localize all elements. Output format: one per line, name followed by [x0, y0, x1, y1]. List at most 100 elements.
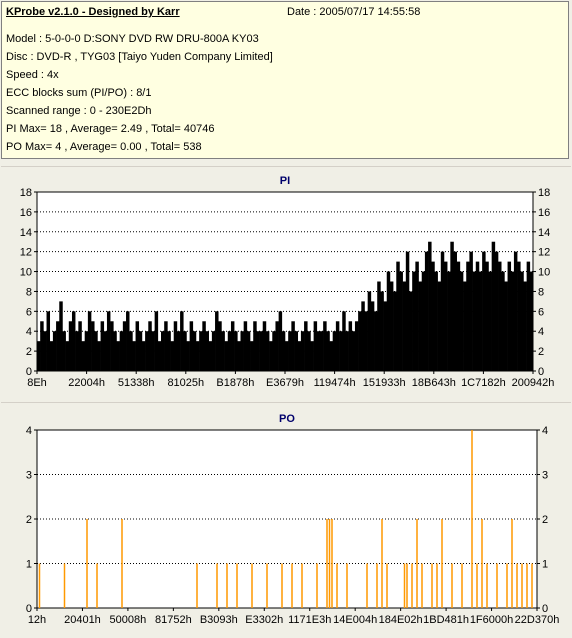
scan-date: Date : 2005/07/17 14:55:58	[287, 6, 421, 18]
pi-xtick-label: 22004h	[68, 377, 105, 389]
pi-ytick-label-right: 10	[538, 267, 550, 279]
pi-bar	[65, 341, 70, 371]
pi-bar	[68, 321, 73, 371]
pi-bar	[110, 321, 114, 371]
pi-xtick-label: 200942h	[512, 377, 555, 389]
pi-bar	[393, 291, 397, 371]
po-chart: PO 0 0 1 1 2 2 3 3 4 4 12h 20401h 50008h 81752h B3093h E…	[26, 413, 560, 626]
pi-bar	[418, 281, 423, 371]
pi-bar	[517, 261, 521, 371]
pi-bar	[227, 331, 232, 371]
pi-bar	[323, 321, 327, 371]
pi-bar	[218, 321, 222, 371]
po-ytick-label-right: 0	[542, 603, 548, 615]
pi-bar	[253, 321, 257, 371]
pi-bar	[424, 251, 429, 371]
pi-xtick-label: 18B643h	[412, 377, 456, 389]
pi-bar	[396, 261, 400, 371]
pi-bar	[119, 331, 124, 371]
pi-ytick-label: 12	[20, 247, 32, 259]
pi-bar	[202, 321, 206, 371]
pi-bar	[443, 261, 448, 371]
pi-bar	[195, 341, 200, 371]
pi-ytick-label-right: 0	[538, 366, 544, 378]
pi-bar	[141, 341, 146, 371]
po-chart-panel: PO 0 0 1 1 2 2 3 3 4 4 12h 20401h 50008h 81752h B3093h E…	[1, 402, 571, 635]
pi-bar	[164, 321, 168, 371]
pi-chart-panel: PI 0 0 2 2 4 4 6 6 8 8 10 10 12 12 14 14 16 16 18 18 8Eh 22004…	[1, 166, 571, 395]
pi-bar	[224, 341, 229, 371]
po-xtick-label: 12h	[28, 614, 46, 626]
pi-bar	[453, 251, 457, 371]
pi-bar	[510, 271, 515, 371]
pi-bar	[437, 281, 442, 371]
pi-bar	[106, 311, 111, 371]
pi-bar	[269, 341, 273, 371]
pi-bar	[291, 321, 295, 371]
pi-bar	[297, 341, 302, 371]
pi-bar	[186, 341, 190, 371]
pi-bar	[310, 341, 314, 371]
pi-bar	[129, 331, 133, 371]
pi-bar	[485, 261, 489, 371]
pi-ytick-label: 16	[20, 207, 32, 219]
pi-bar	[463, 281, 467, 371]
pi-bar	[103, 331, 108, 371]
pi-bar	[145, 331, 149, 371]
pi-bar	[173, 321, 178, 371]
speed-line: Speed : 4x	[6, 69, 59, 81]
po-ytick-label-right: 4	[542, 425, 548, 437]
pi-bar	[507, 261, 512, 371]
po-xtick-label: 50008h	[110, 614, 147, 626]
po-xtick-label: B3093h	[200, 614, 238, 626]
pi-bar	[307, 331, 311, 371]
pi-chart-title: PI	[280, 175, 290, 187]
pi-bar	[132, 341, 136, 371]
pi-bar	[434, 271, 438, 371]
pi-bar	[281, 331, 286, 371]
pi-ytick-label: 8	[26, 286, 32, 298]
pi-bar	[345, 331, 349, 371]
pi-bar	[56, 321, 60, 371]
pi-bar	[151, 331, 155, 371]
pi-bar	[94, 331, 98, 371]
pi-bar	[326, 331, 330, 371]
pi-bar	[491, 241, 496, 371]
pi-bar	[71, 311, 76, 371]
po-ytick-label: 3	[26, 470, 32, 482]
pi-bar	[405, 251, 410, 371]
pi-bar	[513, 251, 518, 371]
po-xtick-label: 22D370h	[515, 614, 560, 626]
pi-bar	[520, 271, 524, 371]
pi-bar	[380, 291, 384, 371]
pi-bar	[332, 331, 337, 371]
pi-bar	[421, 271, 426, 371]
pi-ytick-label-right: 6	[538, 306, 544, 318]
pi-bar	[367, 291, 372, 371]
pi-bar	[412, 271, 416, 371]
pi-xtick-label: 81025h	[167, 377, 204, 389]
pi-bar	[459, 271, 464, 371]
po-xtick-label: 20401h	[64, 614, 101, 626]
po-ytick-label: 2	[26, 514, 32, 526]
pi-bar	[383, 301, 388, 371]
pi-bar	[386, 271, 391, 371]
pi-bar	[329, 341, 333, 371]
pi-bar	[199, 331, 203, 371]
pi-bar	[504, 281, 508, 371]
po-xtick-label: 184E02h	[379, 614, 423, 626]
pi-bar	[494, 251, 499, 371]
pi-bar	[259, 331, 264, 371]
pi-bar	[428, 241, 432, 371]
pi-bar	[91, 321, 95, 371]
po-xtick-label: 81752h	[155, 614, 192, 626]
disc-info-panel: KProbe v2.1.0 - Designed by Karr Date : …	[1, 1, 569, 159]
pi-bar	[157, 341, 162, 371]
pi-xtick-label: 1C7182h	[461, 377, 506, 389]
pi-xtick-label: 151933h	[363, 377, 406, 389]
po-xtick-label: 1F6000h	[470, 614, 513, 626]
po-xtick-label: 1171E3h	[288, 614, 331, 626]
pi-bar	[475, 261, 480, 371]
pi-bar	[399, 271, 403, 371]
po-ytick-label: 0	[26, 603, 32, 615]
